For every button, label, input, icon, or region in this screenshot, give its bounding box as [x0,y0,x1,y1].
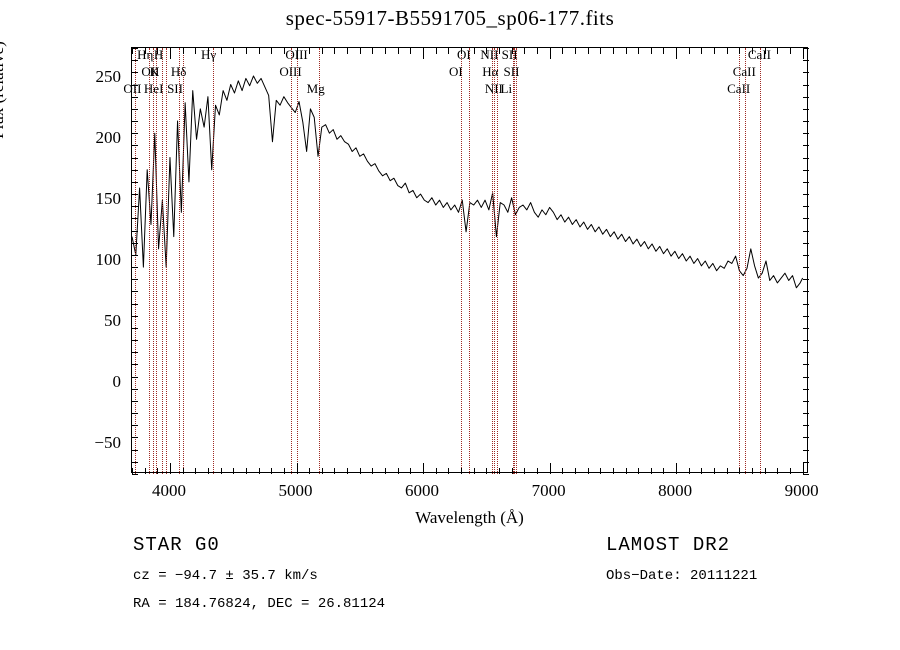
coordinates-text: RA = 184.76824, DEC = 26.81124 [133,596,386,612]
marker-line-nii-16 [496,48,498,474]
x-tick-label-4000: 4000 [151,481,186,500]
marker-line-h-8 [213,48,214,474]
page-title: spec-55917-B5591705_sp06-177.fits [285,6,615,30]
survey-text: LAMOST DR2 [606,534,731,556]
emission-line-markers [132,48,809,474]
line-label-nii-16: NII [484,81,503,96]
line-label-mg-11: Mg [306,81,325,96]
marker-line-sii-6 [179,48,181,474]
spectrum-trace [132,75,804,289]
line-label-h-15: Hα [482,64,499,79]
plot-area [131,47,809,475]
marker-line-caii-20 [739,48,741,474]
axis-tick [803,474,809,475]
line-label-sii-18: SII [503,64,520,79]
y-tick-label-150: 150 [95,189,122,209]
object-class-text: STAR G0 [133,534,220,556]
marker-line-sii-18 [515,48,517,474]
y-tick-label--50: −50 [94,432,121,452]
marker-line-mg-11 [318,48,320,474]
marker-line-sii-17 [513,48,515,474]
marker-line-caii-21 [744,48,746,474]
marker-line-li-19 [512,48,514,474]
line-label-k-4: K [149,64,159,79]
marker-line-h-7 [182,48,184,474]
axis-tick [132,474,138,475]
marker-line-oi-12 [461,48,462,474]
x-tick-label-7000: 7000 [531,481,566,500]
marker-line-h-15 [494,48,496,474]
y-tick-label-250: 250 [95,67,122,87]
y-tick-label-100: 100 [95,250,122,269]
x-tick-label-6000: 6000 [405,481,440,500]
marker-line-nii-14 [492,48,494,474]
line-label-sii-6: SII [167,81,183,96]
line-label-oiii-10: OIII [285,47,308,62]
line-label-h-8: Hγ [200,47,217,62]
line-label-caii-21: CaII [732,64,756,79]
marker-line-oii-2 [153,48,155,474]
y-tick-label-0: 0 [112,371,122,391]
line-label-oi-12: OI [449,64,463,79]
line-label-sii-17: SII [501,47,518,62]
marker-line-oi-13 [469,48,470,474]
marker-line-oiii-9 [291,48,293,474]
footer-right-column: LAMOST DR2 Obs−Date: 20111221 [606,534,757,596]
line-label-oii-2: OII [141,64,160,79]
marker-line-oiii-10 [297,48,299,474]
line-label-oii-0: OII [123,81,142,96]
line-label-caii-20: CaII [727,81,751,96]
line-label-hei-3: HeI [143,81,164,96]
line-label-li-19: Li [500,81,513,96]
marker-line-k-4 [161,48,163,474]
x-axis-title: Wavelength (Å) [415,508,524,527]
y-tick-label-200: 200 [95,128,122,148]
x-tick-label-5000: 5000 [278,481,313,500]
marker-line-oii-0 [135,48,137,474]
metadata-footer: STAR G0 cz = −94.7 ± 35.7 km/s RA = 184.… [0,534,900,644]
line-label-nii-14: NII [480,47,499,62]
footer-left-column: STAR G0 cz = −94.7 ± 35.7 km/s RA = 184.… [133,534,385,624]
x-tick-label-9000: 9000 [784,481,819,500]
line-label-h-5: H [153,47,164,62]
obs-date-text: Obs−Date: 20111221 [606,568,758,584]
line-label-h-1: Hη [137,47,154,62]
line-label-h-7: Hδ [170,64,187,79]
line-label-oi-13: OI [456,47,471,62]
marker-line-h-1 [149,48,151,474]
line-label-caii-22: CaII [747,47,771,62]
redshift-text: cz = −94.7 ± 35.7 km/s [133,568,318,584]
y-tick-label-50: 50 [104,310,121,330]
marker-line-caii-22 [759,48,761,474]
marker-line-hei-3 [155,48,157,474]
x-tick-label-8000: 8000 [658,481,693,500]
line-label-oiii-9: OIII [279,64,302,79]
marker-line-h-5 [165,48,167,474]
